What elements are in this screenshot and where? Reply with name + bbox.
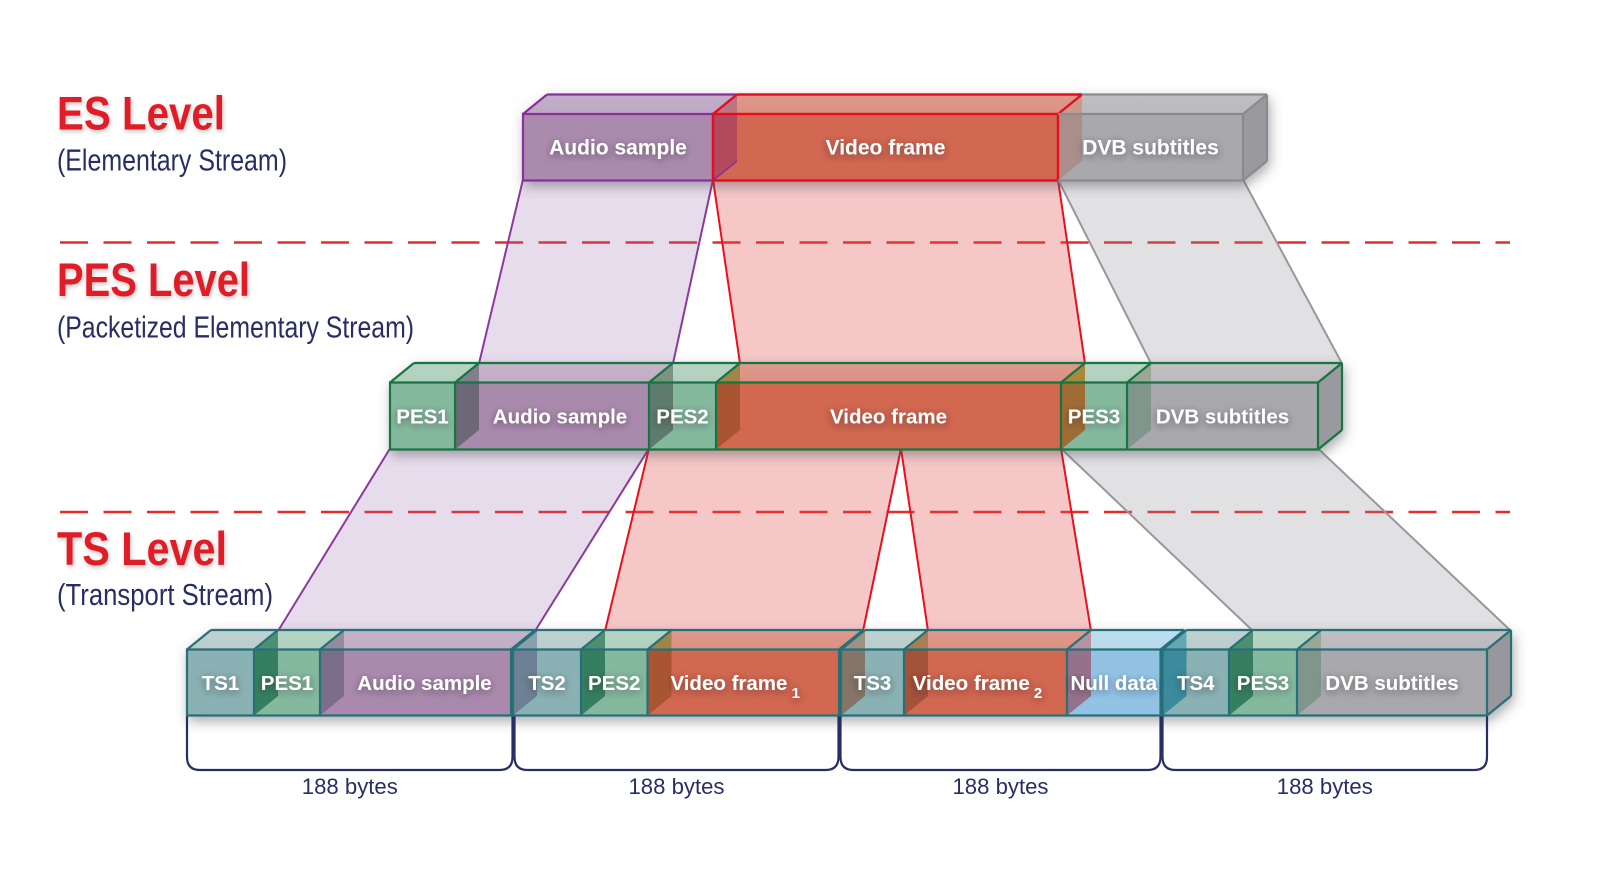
svg-text:TS4: TS4 [1177,672,1215,695]
svg-text:188 bytes: 188 bytes [629,774,725,799]
svg-text:Null data: Null data [1071,672,1158,695]
svg-text:TS3: TS3 [854,672,892,695]
svg-text:(Elementary Stream): (Elementary Stream) [57,143,287,178]
svg-text:ES Level: ES Level [57,87,225,140]
svg-text:PES1: PES1 [396,405,448,428]
svg-text:PES2: PES2 [656,405,708,428]
svg-text:TS Level: TS Level [57,522,227,575]
svg-text:TS1: TS1 [202,672,240,695]
svg-text:188 bytes: 188 bytes [1277,774,1373,799]
svg-text:188 bytes: 188 bytes [302,774,398,799]
svg-text:Video frame: Video frame [830,405,947,428]
svg-text:(Packetized Elementary Stream): (Packetized Elementary Stream) [57,310,414,345]
svg-text:PES1: PES1 [261,672,313,695]
svg-text:DVB subtitles: DVB subtitles [1325,672,1458,695]
svg-text:Audio sample: Audio sample [357,672,491,695]
svg-text:TS2: TS2 [528,672,566,695]
svg-text:DVB subtitles: DVB subtitles [1156,405,1289,428]
svg-text:Audio sample: Audio sample [493,405,627,428]
svg-text:Video frame: Video frame [826,137,946,160]
svg-text:PES Level: PES Level [57,253,250,306]
svg-text:DVB subtitles: DVB subtitles [1082,137,1219,160]
svg-text:PES2: PES2 [588,672,640,695]
svg-text:(Transport Stream): (Transport Stream) [57,577,273,612]
svg-text:Audio sample: Audio sample [549,137,687,160]
svg-text:PES3: PES3 [1237,672,1289,695]
svg-text:188 bytes: 188 bytes [953,774,1049,799]
svg-text:PES3: PES3 [1068,405,1120,428]
